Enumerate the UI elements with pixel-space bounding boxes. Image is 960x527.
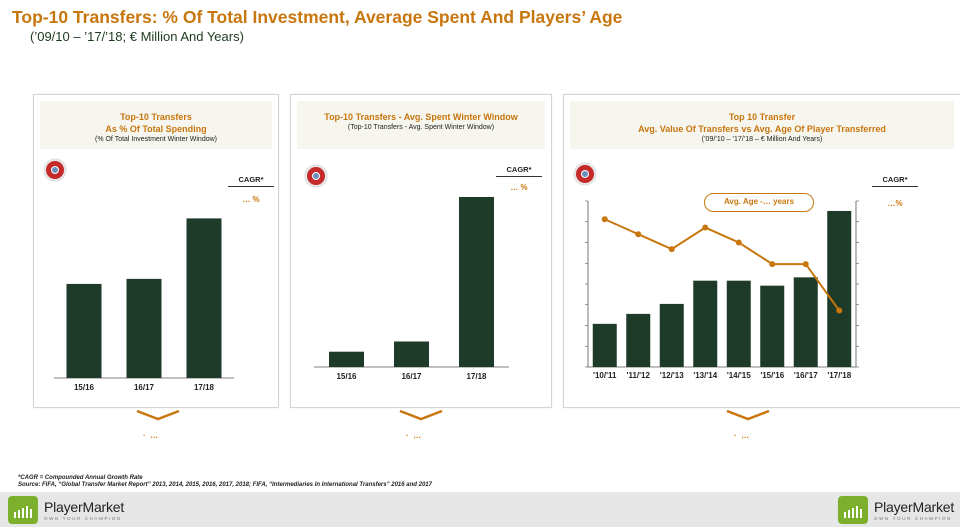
panel-conclusion-text: · … [143,431,159,440]
bar-chart-share: 15/16 16/17 17/18 [54,218,234,392]
panel-subtitle: (Top-10 Transfers - Avg. Spent Winter Wi… [347,124,495,131]
x-tick-label: '17/'18 [827,371,851,380]
playermarket-logo-icon [8,496,38,524]
age-point [802,261,809,268]
bar [329,351,364,367]
x-tick-label: '11/'12 [627,371,651,380]
bar [626,313,651,367]
x-tick-label: '13/'14 [693,371,717,380]
panel-title-line2: As % Of Total Spending [105,124,207,134]
chart-panel-value-vs-age: Top 10 Transfer Avg. Value Of Transfers … [563,94,960,408]
brand-tagline: OWN YOUR CHAMPION [44,516,122,521]
age-point [836,307,843,314]
brand-tagline: OWN YOUR CHAMPION [874,516,952,521]
panel-title-line1: Top-10 Transfers [120,112,192,122]
panel-header: Top-10 Transfers - Avg. Spent Winter Win… [297,101,545,149]
bar [592,323,617,367]
panel-conclusion-text: · … [406,431,422,440]
x-tick-label: '10/'11 [593,371,617,380]
bar [459,197,494,367]
footer-bar [0,492,960,527]
x-tick-label: 16/17 [401,372,422,381]
cagr-label: CAGR* [228,175,274,187]
cagr-label: CAGR* [872,175,918,187]
bar [186,218,222,378]
age-point [702,224,709,231]
bar [693,280,718,367]
brand-right: PlayerMarket OWN YOUR CHAMPION [838,496,956,524]
chevron-down-icon [726,409,770,421]
cagr-value: … % [242,195,260,204]
cagr-value: …% [887,199,903,208]
x-tick-label: 15/16 [74,383,95,392]
x-tick-label: '12/'13 [660,371,684,380]
age-point [769,261,776,268]
panel-title-line2: Avg. Value Of Transfers vs Avg. Age Of P… [638,124,886,134]
conclusion-value: … [150,431,159,440]
bar [394,341,429,367]
chevron-down-icon [399,409,443,421]
bar-chart-avg-spent: 15/16 16/17 17/18 [314,197,509,381]
panel-header: Top-10 Transfers As % Of Total Spending … [40,101,272,149]
chevron-down-icon [136,409,180,421]
brand-left: PlayerMarket OWN YOUR CHAMPION [8,496,138,524]
x-tick-label: 15/16 [336,372,357,381]
page-title: Top-10 Transfers: % Of Total Investment,… [12,7,623,27]
age-point [601,216,608,223]
x-tick-label: 16/17 [134,383,155,392]
footnote-cagr: *CAGR = Compounded Annual Growth Rate [18,475,143,481]
cagr-value: … % [510,183,528,192]
panel-conclusion-text: · … [734,431,750,440]
age-point [735,239,742,246]
panel-subtitle: (’09/’10 – ’17/’18 – € Million And Years… [701,136,823,143]
bar [827,210,852,367]
x-tick-label: '14/'15 [727,371,751,380]
panel-header: Top 10 Transfer Avg. Value Of Transfers … [570,101,954,149]
chart-panel-avg-spent: Top-10 Transfers - Avg. Spent Winter Win… [290,94,552,408]
panel-title-line1: Top 10 Transfer [728,112,796,122]
conclusion-value: … [413,431,422,440]
bar [726,280,751,367]
bar [760,285,785,367]
brand-name: PlayerMarket [874,499,955,515]
page-subtitle: (’09/10 – ’17/’18; € Million And Years) [30,29,244,44]
uefa-logo-icon [44,159,66,181]
x-tick-label: 17/18 [466,372,487,381]
avg-age-label: Avg. Age -… years [704,193,814,212]
panel-subtitle: (% Of Total Investment Winter Window) [94,136,218,143]
bar-line-chart-value-age: '10/'11 '11/'12 '12/'13 '13/'14 '14/'15 '15/'… [585,200,859,380]
bar [66,283,102,378]
cagr-label: CAGR* [496,165,542,177]
chart-panel-share: Top-10 Transfers As % Of Total Spending … [33,94,279,408]
x-tick-label: '15/'16 [760,371,784,380]
playermarket-logo-icon [838,496,868,524]
uefa-logo-icon [574,163,596,185]
bar [659,303,684,367]
brand-name: PlayerMarket [44,499,125,515]
panel-title-line1: Top-10 Transfers - Avg. Spent Winter Win… [324,112,518,122]
age-line [604,218,841,312]
x-tick-label: '16/'17 [794,371,818,380]
uefa-logo-icon [305,165,327,187]
age-point [635,231,642,238]
footnote-source: Source: FIFA, “Global Transfer Market Re… [18,482,432,488]
bar [126,278,162,378]
x-tick-label: 17/18 [194,383,215,392]
age-point [668,246,675,253]
conclusion-value: … [741,431,750,440]
bar [793,277,818,367]
